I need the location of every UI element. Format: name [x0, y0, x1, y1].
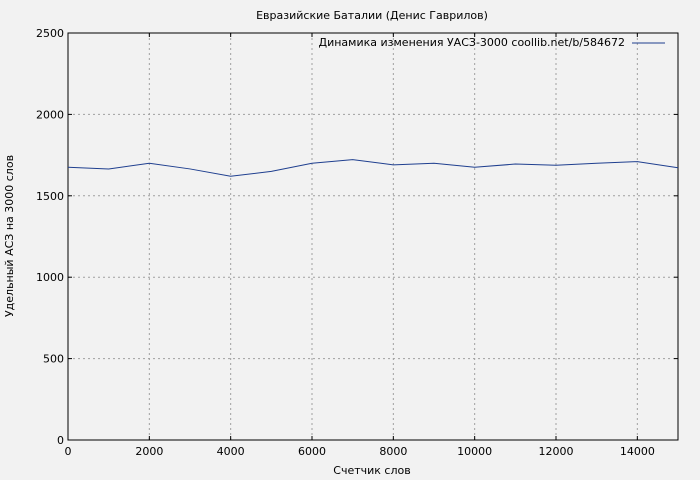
ticks: 0 2000 4000 6000 8000 10000 12000 14000 0 500 1000…	[36, 27, 678, 458]
series-line	[67, 159, 679, 177]
plot-area	[68, 33, 678, 440]
series-group	[67, 159, 679, 177]
x-tick-label: 12000	[539, 445, 574, 458]
y-tick-label: 0	[57, 434, 64, 447]
x-tick-label: 2000	[135, 445, 163, 458]
legend-label: Динамика изменения УАСЗ-3000 coollib.net…	[319, 36, 626, 49]
y-tick-label: 2000	[36, 108, 64, 121]
x-axis-title: Счетчик слов	[333, 464, 410, 477]
x-tick-label: 0	[65, 445, 72, 458]
chart-title: Евразийские Баталии (Денис Гаврилов)	[256, 9, 488, 22]
grid	[68, 33, 678, 440]
x-tick-label: 6000	[298, 445, 326, 458]
y-tick-label: 2500	[36, 27, 64, 40]
x-tick-label: 8000	[379, 445, 407, 458]
legend: Динамика изменения УАСЗ-3000 coollib.net…	[319, 36, 665, 49]
y-tick-label: 1000	[36, 271, 64, 284]
y-axis-title: Удельный АСЗ на 3000 слов	[3, 155, 16, 317]
x-tick-label: 10000	[457, 445, 492, 458]
x-tick-label: 4000	[217, 445, 245, 458]
y-tick-label: 1500	[36, 190, 64, 203]
plot-frame	[67, 32, 679, 441]
y-tick-label: 500	[43, 353, 64, 366]
x-tick-label: 14000	[620, 445, 655, 458]
